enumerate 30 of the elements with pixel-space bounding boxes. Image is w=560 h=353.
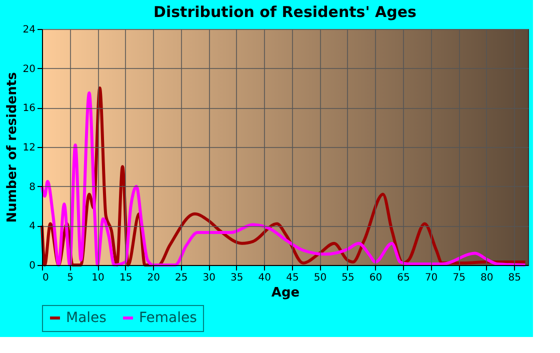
legend-label: Females: [139, 310, 197, 326]
y-tick-label: 4: [29, 221, 36, 232]
y-axis-title: Number of residents: [4, 72, 20, 223]
x-tick-label: 25: [174, 272, 188, 284]
y-tick-label: 16: [22, 103, 36, 114]
x-tick-label: 65: [397, 272, 410, 284]
x-tick-label: 75: [452, 272, 466, 284]
x-tick-label: 5: [67, 272, 74, 284]
x-tick-label: 80: [480, 272, 494, 284]
x-tick-label: 20: [147, 272, 160, 284]
x-tick-label: 50: [314, 272, 327, 284]
x-tick-label: 85: [508, 272, 521, 284]
y-tick-label: 12: [22, 142, 36, 154]
x-tick-label: 0: [42, 272, 49, 284]
y-tick-label: 0: [29, 260, 36, 272]
x-tick-label: 40: [258, 272, 272, 284]
x-tick-label: 10: [92, 272, 104, 284]
y-tick-label: 24: [22, 24, 36, 36]
x-tick-label: 60: [369, 272, 382, 284]
x-tick-label: 70: [424, 272, 438, 284]
x-tick-label: 45: [286, 272, 299, 284]
x-tick-label: 35: [230, 272, 244, 284]
chart-title: Distribution of Residents' Ages: [154, 3, 417, 21]
x-tick-label: 55: [342, 272, 354, 284]
x-tick-label: 15: [119, 272, 132, 284]
y-tick-label: 20: [22, 64, 36, 75]
legend-label: Males: [66, 310, 106, 326]
x-axis-title: Age: [271, 286, 300, 300]
x-tick-label: 30: [202, 272, 216, 284]
y-tick-label: 8: [29, 182, 36, 193]
